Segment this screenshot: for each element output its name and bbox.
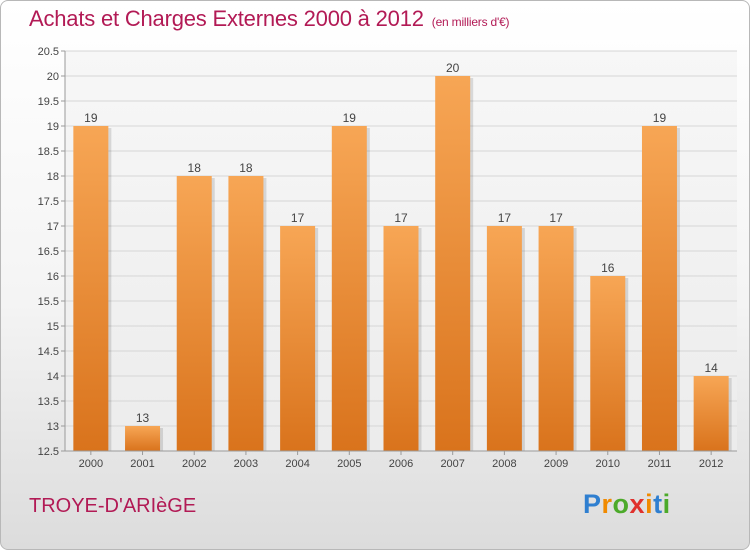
y-tick-label: 17.5 — [38, 196, 59, 208]
y-tick-label: 17 — [47, 221, 59, 233]
y-tick-label: 14.5 — [38, 346, 59, 358]
y-tick-label: 15.5 — [38, 296, 59, 308]
proxiti-logo[interactable]: Proxiti — [583, 489, 671, 520]
y-tick-label: 13.5 — [38, 396, 59, 408]
x-axis-ticks: 2000 2001 2002 2003 2004 2005 2006 2007 2008 2009… — [79, 451, 723, 470]
chart-title-text: Achats et Charges Externes 2000 à 2012 — [29, 6, 424, 31]
data-label: 17 — [549, 211, 563, 225]
y-tick-label: 16 — [47, 271, 59, 283]
bar — [280, 226, 316, 451]
x-tick-label: 2001 — [130, 458, 154, 470]
bar — [125, 426, 161, 451]
data-label: 17 — [394, 211, 408, 225]
y-tick-label: 13 — [47, 421, 59, 433]
x-tick-label: 2003 — [234, 458, 258, 470]
x-tick-label: 2011 — [648, 458, 672, 470]
logo-letter: i — [645, 489, 654, 519]
bars: 19 13 18 18 17 19 17 20 17 17 16 19 14 — [73, 61, 732, 451]
bar — [641, 126, 677, 451]
logo-letter: P — [583, 489, 602, 519]
x-tick-label: 2010 — [596, 458, 620, 470]
x-tick-label: 2004 — [285, 458, 309, 470]
x-tick-label: 2012 — [699, 458, 723, 470]
x-tick-label: 2009 — [544, 458, 568, 470]
data-label: 14 — [704, 361, 718, 375]
chart-unit-note: (en milliers d'€) — [431, 15, 510, 29]
y-tick-label: 20 — [47, 71, 59, 83]
bar — [176, 176, 212, 451]
commune-name: TROYE-D'ARIèGE — [29, 495, 197, 517]
bar — [590, 276, 626, 451]
data-label: 13 — [136, 411, 150, 425]
data-label: 19 — [84, 111, 98, 125]
bar — [435, 76, 471, 451]
x-tick-label: 2002 — [182, 458, 206, 470]
bar — [228, 176, 264, 451]
data-label: 18 — [188, 161, 202, 175]
y-tick-label: 18 — [47, 171, 59, 183]
logo-letter: r — [601, 489, 613, 519]
y-tick-label: 19.5 — [38, 96, 59, 108]
y-tick-label: 16.5 — [38, 246, 59, 258]
x-tick-label: 2008 — [492, 458, 516, 470]
data-label: 19 — [653, 111, 667, 125]
y-tick-label: 12.5 — [38, 446, 59, 458]
y-tick-label: 19 — [47, 121, 59, 133]
data-label: 20 — [446, 61, 460, 75]
y-tick-label: 14 — [47, 371, 59, 383]
logo-letter: t — [653, 489, 663, 519]
x-tick-label: 2005 — [337, 458, 361, 470]
chart-title: Achats et Charges Externes 2000 à 2012 (e… — [29, 6, 510, 32]
logo-letter: i — [662, 489, 671, 519]
data-label: 17 — [498, 211, 512, 225]
bar — [73, 126, 109, 451]
data-label: 19 — [343, 111, 357, 125]
y-tick-label: 15 — [47, 321, 59, 333]
bar — [486, 226, 522, 451]
x-tick-label: 2006 — [389, 458, 413, 470]
bar — [538, 226, 574, 451]
bar — [383, 226, 419, 451]
y-tick-label: 20.5 — [38, 46, 59, 58]
y-tick-label: 18.5 — [38, 146, 59, 158]
y-axis-ticks: 12.5 13 13.5 14 14.5 15 15.5 16 16.5 17 17.5 18 18.5… — [38, 46, 65, 458]
data-label: 18 — [239, 161, 253, 175]
data-label: 17 — [291, 211, 305, 225]
bar — [693, 376, 729, 451]
logo-letter: x — [629, 489, 646, 519]
data-label: 16 — [601, 261, 615, 275]
bar — [331, 126, 367, 451]
x-tick-label: 2000 — [79, 458, 103, 470]
x-tick-label: 2007 — [440, 458, 464, 470]
logo-letter: o — [612, 489, 630, 519]
